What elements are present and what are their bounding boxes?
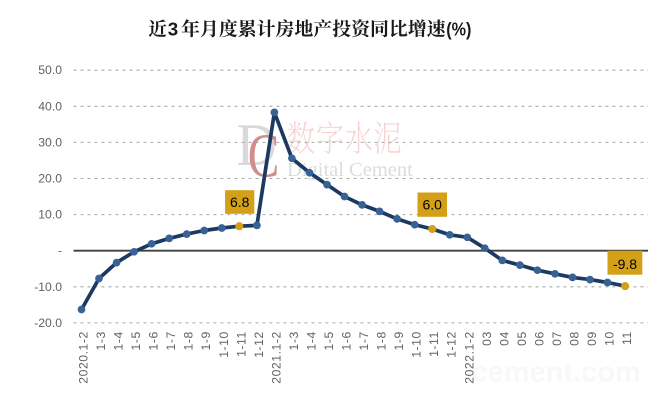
svg-text:1-6: 1-6 xyxy=(340,331,354,350)
svg-text:20.0: 20.0 xyxy=(38,172,62,186)
svg-text:1-8: 1-8 xyxy=(182,331,196,350)
svg-text:1-4: 1-4 xyxy=(305,331,319,350)
svg-text:1-7: 1-7 xyxy=(357,331,371,350)
svg-text:1-3: 1-3 xyxy=(287,331,301,350)
svg-text:1-5: 1-5 xyxy=(322,331,336,350)
svg-text:50.0: 50.0 xyxy=(38,63,62,77)
svg-text:2022.1-2: 2022.1-2 xyxy=(462,331,476,384)
svg-text:1-11: 1-11 xyxy=(427,331,441,357)
svg-text:1-12: 1-12 xyxy=(252,331,266,358)
svg-text:1-11: 1-11 xyxy=(234,331,248,357)
svg-text:-20.0: -20.0 xyxy=(34,316,62,330)
svg-text:6.0: 6.0 xyxy=(422,196,442,212)
svg-text:-: - xyxy=(58,244,62,258)
svg-text:1-4: 1-4 xyxy=(112,331,126,350)
svg-text:03: 03 xyxy=(480,331,494,346)
svg-text:1-12: 1-12 xyxy=(445,331,459,358)
svg-text:1-10: 1-10 xyxy=(217,331,231,358)
svg-text:3: 3 xyxy=(168,19,178,40)
svg-text:30.0: 30.0 xyxy=(38,135,62,149)
svg-text:6.8: 6.8 xyxy=(230,194,250,210)
svg-text:10.0: 10.0 xyxy=(38,208,62,222)
svg-text:cement.com: cement.com xyxy=(472,357,641,389)
svg-text:08: 08 xyxy=(568,331,582,346)
svg-text:05: 05 xyxy=(515,331,529,346)
svg-text:06: 06 xyxy=(532,331,546,346)
svg-text:07: 07 xyxy=(550,331,564,346)
svg-text:40.0: 40.0 xyxy=(38,99,62,113)
svg-text:-10.0: -10.0 xyxy=(34,280,62,294)
svg-text:1-6: 1-6 xyxy=(147,331,161,350)
svg-text:1-9: 1-9 xyxy=(392,331,406,350)
svg-text:Digital Cement: Digital Cement xyxy=(287,159,413,181)
svg-text:1-3: 1-3 xyxy=(94,331,108,350)
svg-text:11: 11 xyxy=(620,331,634,345)
svg-text:10: 10 xyxy=(603,331,617,346)
svg-text:1-5: 1-5 xyxy=(129,331,143,350)
svg-text:04: 04 xyxy=(497,331,511,346)
svg-text:(%): (%) xyxy=(446,18,471,39)
svg-text:1-7: 1-7 xyxy=(164,331,178,350)
svg-text:1-10: 1-10 xyxy=(410,331,424,358)
svg-text:1-9: 1-9 xyxy=(199,331,213,350)
svg-text:1-8: 1-8 xyxy=(375,331,389,350)
svg-text:2021.1-2: 2021.1-2 xyxy=(269,331,283,384)
svg-text:2020.1-2: 2020.1-2 xyxy=(77,331,91,384)
svg-text:-9.8: -9.8 xyxy=(613,256,637,272)
svg-text:09: 09 xyxy=(585,331,599,346)
